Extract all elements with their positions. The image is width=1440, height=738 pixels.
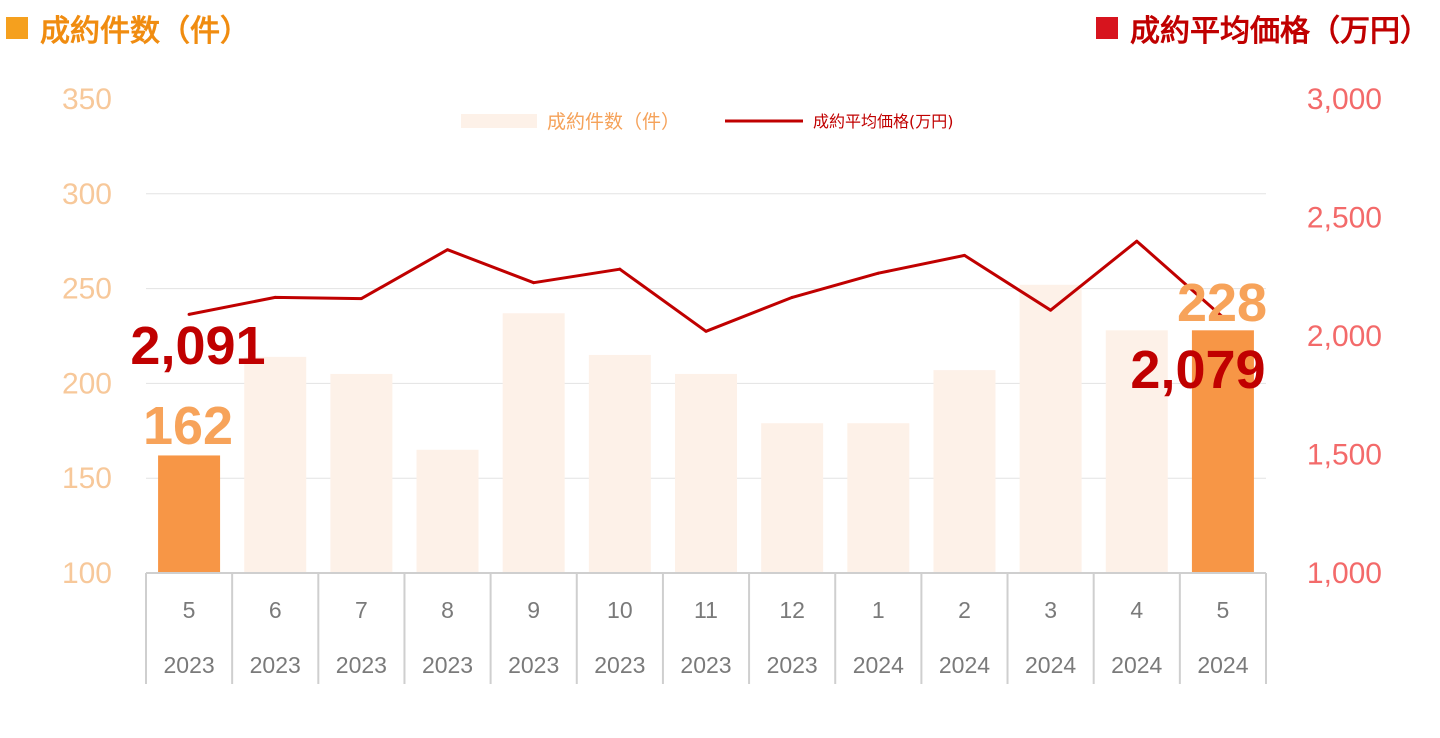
category-year-label: 2024 (1111, 652, 1162, 678)
category-month-label: 4 (1130, 597, 1143, 623)
category-year-label: 2024 (1025, 652, 1076, 678)
left-tick-label: 300 (62, 178, 112, 211)
bar-2 (330, 373, 393, 573)
right-tick-label: 2,500 (1307, 202, 1382, 235)
category-year-label: 2023 (508, 652, 559, 678)
price-point-6 (704, 329, 708, 333)
legend-bar-label: 成約件数（件） (547, 111, 680, 133)
category-year-label: 2023 (163, 652, 214, 678)
right-tick-label: 3,000 (1307, 83, 1382, 116)
price-point-0 (187, 312, 191, 316)
category-year-label: 2023 (680, 652, 731, 678)
bar-9 (933, 370, 996, 573)
data-label-bar-first: 162 (143, 396, 233, 456)
bar-0 (158, 455, 221, 573)
price-point-12 (1221, 315, 1225, 319)
legend-bar-swatch (461, 114, 537, 128)
tick-labels: 100 150 200 250 300 350 1,000 1,500 2,000 2,500 3,… (62, 83, 1382, 590)
bar-12 (1191, 330, 1254, 573)
bar-11 (1105, 330, 1168, 573)
data-label-line-last: 2,079 (1130, 340, 1265, 400)
category-year-label: 2024 (853, 652, 904, 678)
data-label-line-first: 2,091 (130, 316, 265, 376)
category-month-label: 3 (1044, 597, 1057, 623)
right-tick-label: 2,000 (1307, 320, 1382, 353)
category-month-label: 7 (355, 597, 368, 623)
price-point-10 (1049, 308, 1053, 312)
bar-1 (244, 356, 307, 573)
left-tick-label: 100 (62, 557, 112, 590)
category-axis: 5202362023720238202392023102023112023122… (145, 572, 1267, 684)
category-year-label: 2023 (767, 652, 818, 678)
category-month-label: 5 (1217, 597, 1230, 623)
data-labels: 162 228 2,091 2,079 (130, 273, 1267, 456)
category-year-label: 2023 (594, 652, 645, 678)
category-month-label: 12 (779, 597, 805, 623)
left-tick-label: 150 (62, 462, 112, 495)
bar-7 (761, 423, 824, 573)
price-point-11 (1135, 239, 1139, 243)
category-year-label: 2023 (422, 652, 473, 678)
category-month-label: 8 (441, 597, 454, 623)
category-month-label: 9 (527, 597, 540, 623)
bar-5 (588, 354, 651, 573)
category-month-label: 10 (607, 597, 633, 623)
price-point-3 (446, 248, 450, 252)
left-tick-label: 250 (62, 273, 112, 306)
red-square-icon (1096, 17, 1118, 39)
bar-3 (416, 449, 479, 573)
bar-10 (1019, 284, 1082, 573)
price-point-2 (359, 297, 363, 301)
left-tick-label: 350 (62, 83, 112, 116)
left-tick-label: 200 (62, 367, 112, 400)
price-point-1 (273, 295, 277, 299)
right-tick-label: 1,500 (1307, 439, 1382, 472)
data-label-bar-last: 228 (1177, 273, 1267, 333)
price-point-5 (618, 267, 622, 271)
left-axis-title-text: 成約件数（件） (40, 14, 250, 49)
orange-square-icon (6, 17, 28, 39)
price-point-7 (790, 295, 794, 299)
price-line (187, 239, 1225, 333)
right-axis-title-text: 成約平均価格（万円） (1130, 14, 1430, 49)
category-month-label: 11 (694, 597, 718, 623)
category-year-label: 2024 (1197, 652, 1248, 678)
bar-6 (675, 373, 737, 573)
category-year-label: 2023 (336, 652, 387, 678)
price-point-4 (532, 281, 536, 285)
price-point-8 (876, 271, 880, 275)
legend-line-label: 成約平均価格(万円) (813, 112, 954, 131)
category-month-label: 6 (269, 597, 282, 623)
bars (158, 284, 1254, 573)
category-month-label: 1 (872, 597, 885, 623)
left-axis-title: 成約件数（件） (6, 6, 250, 50)
bar-8 (847, 423, 910, 573)
price-point-9 (962, 253, 966, 257)
legend: 成約件数（件） 成約平均価格(万円) (461, 111, 954, 133)
category-month-label: 2 (958, 597, 971, 623)
category-month-label: 5 (183, 597, 196, 623)
bar-4 (502, 313, 565, 573)
right-axis-title: 成約平均価格（万円） (1096, 6, 1430, 50)
right-tick-label: 1,000 (1307, 557, 1382, 590)
category-year-label: 2023 (250, 652, 301, 678)
category-year-label: 2024 (939, 652, 990, 678)
